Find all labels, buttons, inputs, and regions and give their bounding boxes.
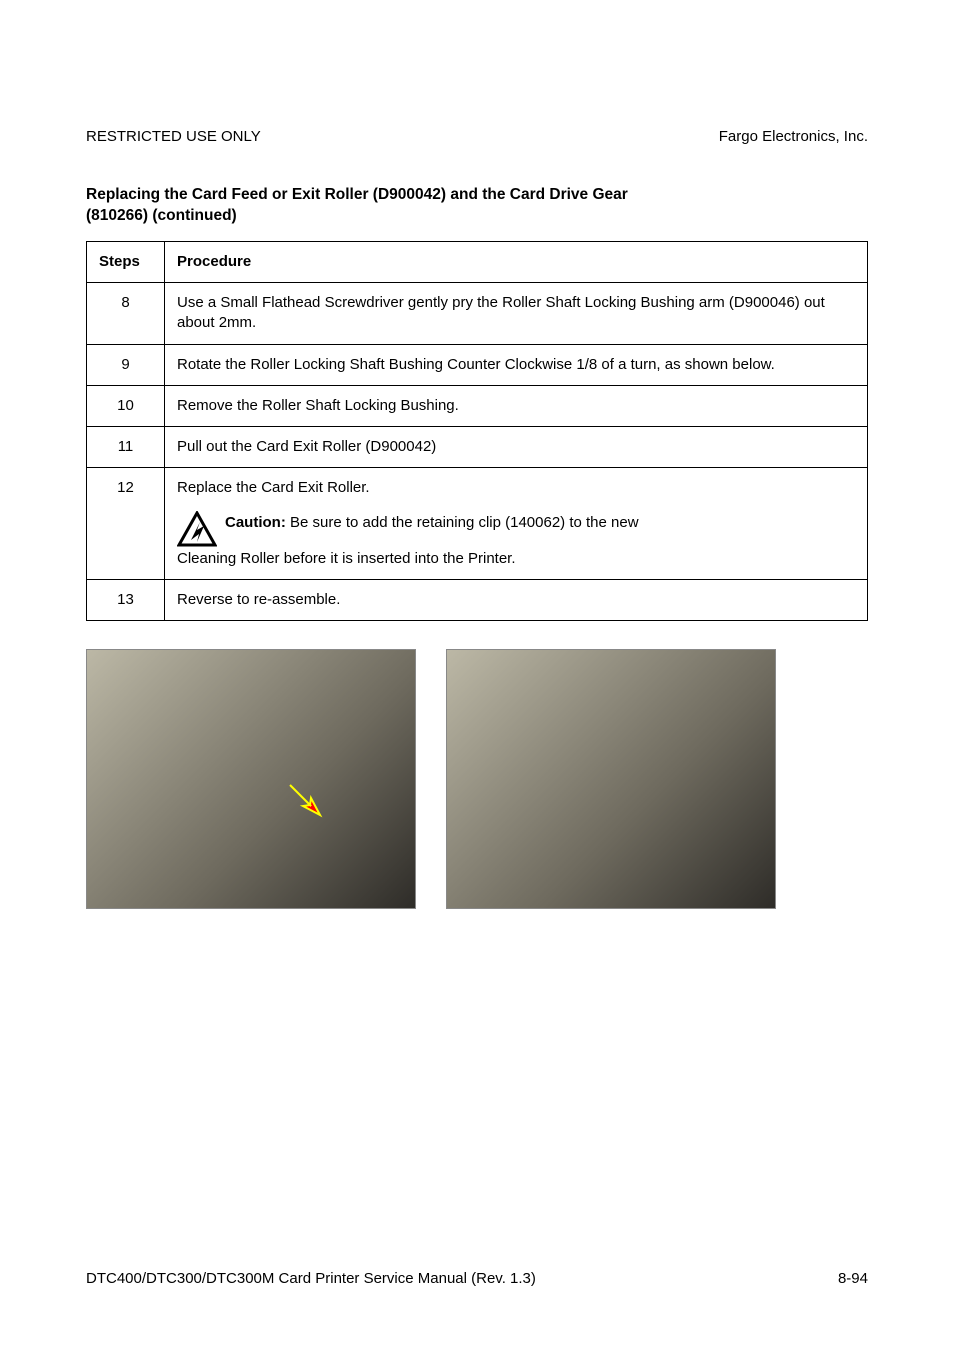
figure-left — [86, 649, 416, 909]
caution-icon — [177, 511, 217, 547]
header-right: Fargo Electronics, Inc. — [719, 128, 868, 145]
step-number: 12 — [87, 468, 165, 580]
step-text: Use a Small Flathead Screwdriver gently … — [165, 283, 868, 345]
section-title: Replacing the Card Feed or Exit Roller (… — [86, 185, 868, 227]
page-footer: DTC400/DTC300/DTC300M Card Printer Servi… — [86, 1270, 868, 1287]
caution-inline: Be sure to add the retaining clip (14006… — [286, 514, 639, 531]
step-text: Pull out the Card Exit Roller (D900042) — [165, 427, 868, 468]
header-left: RESTRICTED USE ONLY — [86, 128, 261, 145]
caution-line1: Caution: Be sure to add the retaining cl… — [225, 513, 639, 533]
step-text: Remove the Roller Shaft Locking Bushing. — [165, 385, 868, 426]
page: RESTRICTED USE ONLY Fargo Electronics, I… — [0, 0, 954, 1351]
footer-right: 8-94 — [838, 1270, 868, 1287]
footer-left: DTC400/DTC300/DTC300M Card Printer Servi… — [86, 1270, 536, 1287]
table-header-row: Steps Procedure — [87, 241, 868, 282]
page-header: RESTRICTED USE ONLY Fargo Electronics, I… — [86, 128, 868, 145]
step-number: 13 — [87, 579, 165, 620]
caution-block: Caution: Be sure to add the retaining cl… — [177, 513, 855, 547]
step-cell-caution: Replace the Card Exit Roller. Caution: B… — [165, 468, 868, 580]
table-row: 10 Remove the Roller Shaft Locking Bushi… — [87, 385, 868, 426]
step-number: 8 — [87, 283, 165, 345]
step-text: Reverse to re-assemble. — [165, 579, 868, 620]
procedure-table: Steps Procedure 8 Use a Small Flathead S… — [86, 241, 868, 621]
table-row: 11 Pull out the Card Exit Roller (D90004… — [87, 427, 868, 468]
table-row: 8 Use a Small Flathead Screwdriver gentl… — [87, 283, 868, 345]
col-procedure: Procedure — [165, 241, 868, 282]
caution-label: Caution: — [225, 514, 286, 531]
section-title-line1: Replacing the Card Feed or Exit Roller (… — [86, 186, 628, 203]
step-number: 11 — [87, 427, 165, 468]
figure-right — [446, 649, 776, 909]
section-title-line2: (810266) (continued) — [86, 207, 237, 224]
table-row: 12 Replace the Card Exit Roller. Caution… — [87, 468, 868, 580]
step-number: 10 — [87, 385, 165, 426]
table-row: 9 Rotate the Roller Locking Shaft Bushin… — [87, 344, 868, 385]
table-row: 13 Reverse to re-assemble. — [87, 579, 868, 620]
images-row — [86, 649, 868, 909]
col-steps: Steps — [87, 241, 165, 282]
arrow-icon — [285, 780, 325, 820]
step-text-before: Replace the Card Exit Roller. — [177, 478, 855, 498]
step-text: Rotate the Roller Locking Shaft Bushing … — [165, 344, 868, 385]
caution-line2: Cleaning Roller before it is inserted in… — [177, 549, 855, 569]
step-number: 9 — [87, 344, 165, 385]
